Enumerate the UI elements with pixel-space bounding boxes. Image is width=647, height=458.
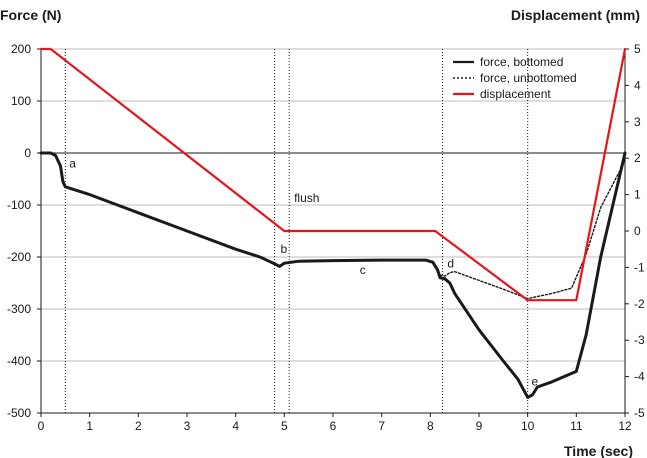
annotation-b: b — [280, 242, 287, 256]
right-tick-label: -5 — [634, 406, 645, 420]
series-force-bottomed — [39, 151, 627, 399]
right-tick-label: 5 — [634, 42, 641, 56]
left-tick-label: -300 — [7, 302, 31, 316]
left-tick-label: -200 — [7, 250, 31, 264]
annotation-flush: flush — [294, 191, 319, 205]
right-tick-label: -1 — [634, 260, 645, 274]
left-tick-label: -400 — [7, 354, 31, 368]
annotation-d: d — [447, 256, 454, 270]
right-tick-label: 3 — [634, 115, 641, 129]
x-tick-label: 11 — [570, 419, 583, 433]
series-force-unbottomed — [439, 160, 626, 300]
legend-label-unbottomed: force, unbottomed — [480, 71, 577, 85]
x-tick-label: 12 — [618, 419, 632, 433]
x-tick-label: 2 — [135, 419, 142, 433]
x-tick-label: 1 — [86, 419, 93, 433]
left-tick-label: 0 — [24, 146, 31, 160]
annotation-a: a — [69, 157, 76, 171]
x-axis-title: Time (sec) — [564, 443, 633, 458]
x-tick-label: 10 — [521, 419, 535, 433]
right-axis-title: Displacement (mm) — [511, 7, 640, 23]
x-tick-label: 7 — [378, 419, 385, 433]
annotations: a b flush c d e — [69, 157, 538, 389]
left-tick-label: -100 — [7, 198, 31, 212]
right-tick-label: 1 — [634, 188, 641, 202]
left-tick-label: -500 — [7, 406, 31, 420]
right-tick-label: -2 — [634, 297, 645, 311]
tick-labels: 0 1 2 3 4 5 6 7 8 9 10 11 12-500-400-300-200-1000200… — [7, 42, 645, 433]
annotation-c: c — [360, 263, 366, 277]
left-tick-label: 100 — [11, 94, 31, 108]
x-tick-label: 0 — [38, 419, 45, 433]
legend: force, bottomed force, unbottomed displa… — [453, 55, 577, 101]
event-markers — [64, 49, 529, 413]
left-axis-title: Force (N) — [0, 7, 61, 23]
x-tick-label: 6 — [330, 419, 337, 433]
legend-label-bottomed: force, bottomed — [480, 55, 563, 69]
left-tick-label: 200 — [11, 42, 31, 56]
right-tick-label: 0 — [634, 224, 641, 238]
right-tick-label: 2 — [634, 151, 641, 165]
right-tick-label: -3 — [634, 333, 645, 347]
axes — [37, 48, 629, 417]
x-tick-label: 8 — [427, 419, 434, 433]
x-tick-label: 9 — [476, 419, 483, 433]
gridlines — [41, 48, 625, 414]
series-displacement — [39, 47, 627, 302]
series-lines — [39, 47, 627, 399]
legend-label-displacement: displacement — [480, 87, 551, 101]
right-tick-label: 4 — [634, 78, 641, 92]
x-tick-label: 5 — [281, 419, 288, 433]
x-tick-label: 4 — [232, 419, 239, 433]
annotation-e: e — [532, 374, 539, 388]
right-tick-label: -4 — [634, 370, 645, 384]
x-tick-label: 3 — [184, 419, 191, 433]
